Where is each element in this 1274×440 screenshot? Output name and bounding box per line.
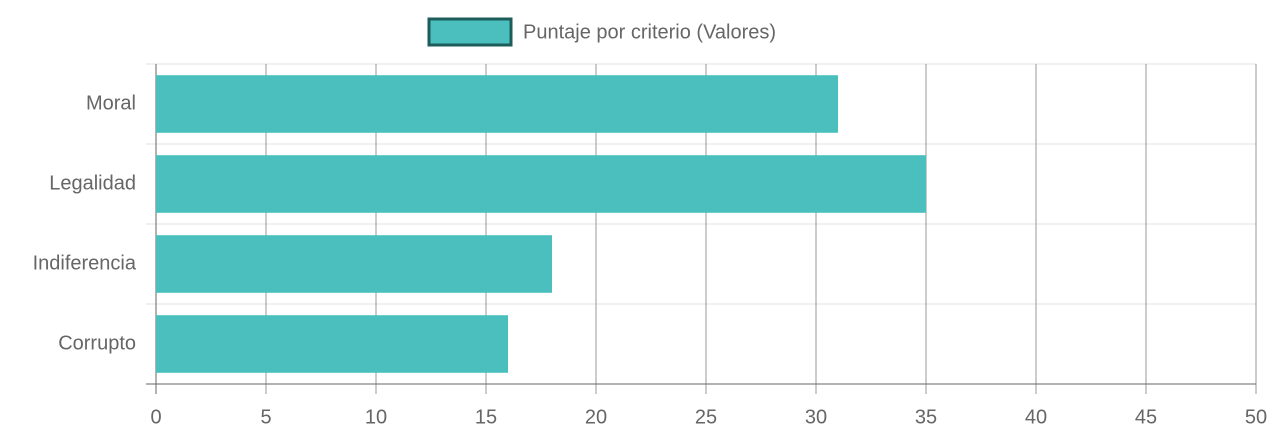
- x-tick-label: 40: [1025, 406, 1047, 428]
- x-tick-label: 5: [260, 406, 271, 428]
- x-tick-label: 50: [1245, 406, 1267, 428]
- bar: [156, 75, 838, 133]
- y-tick-label: Moral: [86, 92, 136, 114]
- x-tick-label: 0: [150, 406, 161, 428]
- y-tick-label: Corrupto: [58, 332, 136, 354]
- y-tick-label: Legalidad: [49, 172, 136, 194]
- legend-swatch: [427, 17, 513, 47]
- bar: [156, 315, 508, 373]
- x-tick-label: 30: [805, 406, 827, 428]
- bar: [156, 235, 552, 293]
- x-tick-label: 15: [475, 406, 497, 428]
- x-tick-label: 25: [695, 406, 717, 428]
- x-tick-label: 10: [365, 406, 387, 428]
- x-tick-label: 35: [915, 406, 937, 428]
- bar: [156, 155, 926, 213]
- x-tick-label: 20: [585, 406, 607, 428]
- legend-label: Puntaje por criterio (Valores): [523, 21, 776, 43]
- x-tick-label: 45: [1135, 406, 1157, 428]
- y-tick-label: Indiferencia: [33, 252, 137, 274]
